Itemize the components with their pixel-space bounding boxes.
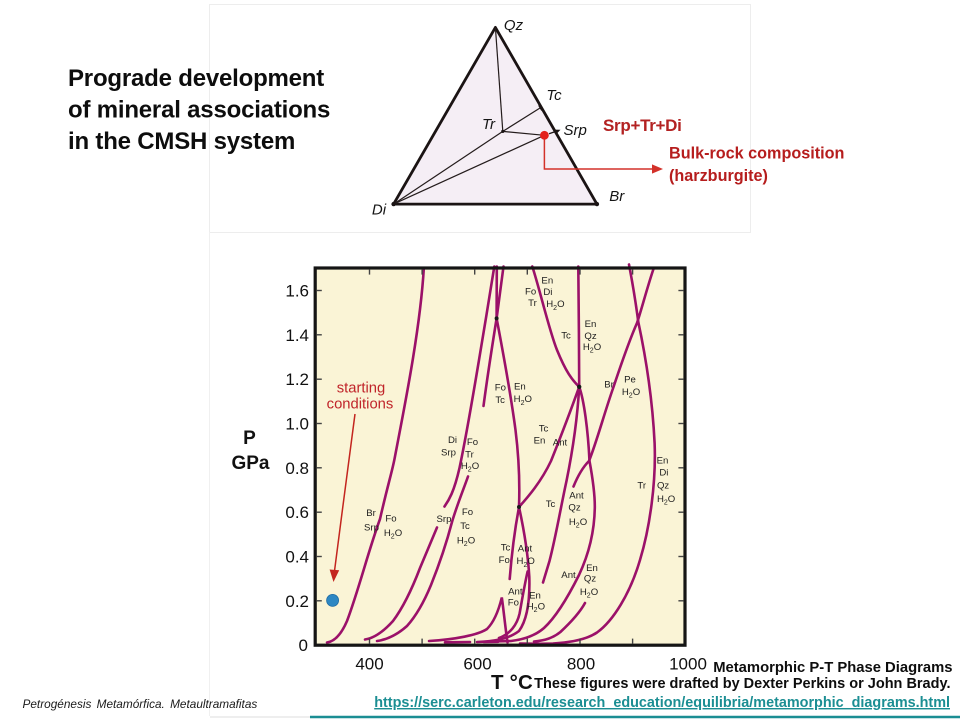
svg-text:Ant: Ant — [553, 438, 568, 449]
svg-text:Ant: Ant — [518, 544, 533, 555]
svg-text:Pe: Pe — [624, 374, 636, 385]
svg-text:https://serc.carleton.edu/rese: https://serc.carleton.edu/research_educa… — [374, 695, 950, 711]
svg-text:Tc: Tc — [539, 424, 549, 435]
svg-text:En: En — [514, 382, 526, 393]
svg-text:Tr: Tr — [465, 450, 475, 461]
svg-text:Fo: Fo — [508, 598, 519, 609]
svg-text:Di: Di — [543, 287, 552, 298]
svg-text:Metamorphic P-T Phase Diagrams: Metamorphic P-T Phase Diagrams — [713, 660, 952, 676]
svg-text:Ant: Ant — [508, 586, 523, 597]
svg-text:0.6: 0.6 — [285, 503, 309, 522]
svg-text:800: 800 — [567, 655, 595, 674]
svg-text:Petrogénesis Metamórfica. Meta: Petrogénesis Metamórfica. Metaultramafit… — [23, 697, 258, 711]
svg-text:Srp+Tr+Di: Srp+Tr+Di — [603, 116, 682, 135]
svg-text:Bulk-rock composition: Bulk-rock composition — [669, 145, 844, 163]
svg-text:Di: Di — [372, 202, 387, 219]
svg-text:H2O: H2O — [527, 601, 545, 614]
svg-text:Tc: Tc — [495, 395, 505, 406]
svg-text:H2O: H2O — [461, 461, 479, 474]
svg-text:En: En — [657, 456, 669, 467]
svg-text:Di: Di — [659, 468, 668, 479]
svg-text:GPa: GPa — [231, 453, 269, 474]
svg-text:These figures were drafted by: These figures were drafted by Dexter Per… — [534, 676, 950, 692]
svg-text:Tr: Tr — [637, 481, 647, 492]
svg-text:Tc: Tc — [460, 521, 470, 532]
svg-text:Qz: Qz — [568, 503, 580, 514]
svg-text:H2O: H2O — [546, 299, 564, 312]
svg-text:En: En — [586, 563, 598, 574]
svg-text:Ant: Ant — [561, 570, 576, 581]
svg-text:Tc: Tc — [561, 330, 571, 341]
svg-text:En: En — [529, 591, 541, 602]
svg-text:Fo: Fo — [495, 382, 506, 393]
svg-text:Tc: Tc — [546, 499, 556, 510]
svg-text:Fo: Fo — [385, 514, 396, 525]
svg-text:Ant: Ant — [569, 491, 584, 502]
svg-text:Qz: Qz — [657, 481, 669, 492]
svg-text:Qz: Qz — [584, 331, 596, 342]
svg-text:1000: 1000 — [669, 655, 707, 674]
svg-text:0: 0 — [299, 636, 308, 655]
svg-text:Srp: Srp — [364, 523, 379, 534]
svg-text:P: P — [243, 428, 256, 449]
svg-text:Fo: Fo — [499, 555, 510, 566]
svg-text:H2O: H2O — [384, 528, 402, 541]
svg-text:Srp: Srp — [441, 448, 456, 459]
svg-text:1.4: 1.4 — [285, 326, 309, 345]
svg-text:Srp: Srp — [564, 122, 587, 139]
svg-text:Br: Br — [366, 508, 376, 519]
svg-text:Prograde development: Prograde development — [68, 65, 324, 92]
svg-text:Di: Di — [448, 435, 457, 446]
svg-text:of mineral associations: of mineral associations — [68, 97, 330, 124]
svg-text:Tc: Tc — [501, 542, 511, 553]
svg-text:En: En — [534, 436, 546, 447]
svg-text:starting: starting — [337, 381, 386, 397]
svg-text:0.8: 0.8 — [285, 459, 309, 478]
svg-text:Fo: Fo — [525, 286, 536, 297]
svg-text:H2O: H2O — [583, 342, 601, 355]
svg-text:En: En — [541, 275, 553, 286]
svg-text:Tc: Tc — [546, 87, 562, 104]
svg-text:En: En — [585, 319, 597, 330]
svg-text:Srp: Srp — [437, 514, 452, 525]
svg-text:conditions: conditions — [327, 397, 394, 413]
svg-text:in the CMSH system: in the CMSH system — [68, 128, 295, 155]
svg-text:Br: Br — [609, 188, 625, 205]
svg-text:(harzburgite): (harzburgite) — [669, 167, 768, 185]
svg-text:600: 600 — [463, 655, 491, 674]
svg-text:0.2: 0.2 — [285, 592, 309, 611]
svg-text:0.4: 0.4 — [285, 548, 309, 567]
svg-text:H2O: H2O — [622, 387, 640, 400]
svg-text:H2O: H2O — [514, 394, 532, 407]
svg-text:Fo: Fo — [462, 507, 473, 518]
svg-text:Qz: Qz — [504, 17, 524, 34]
svg-text:Qz: Qz — [584, 574, 596, 585]
svg-text:1.6: 1.6 — [285, 282, 309, 301]
svg-text:Tr: Tr — [482, 116, 496, 133]
svg-text:H2O: H2O — [517, 556, 535, 569]
svg-text:H2O: H2O — [580, 587, 598, 600]
svg-text:400: 400 — [355, 655, 383, 674]
svg-text:Br: Br — [604, 380, 614, 391]
svg-text:1.2: 1.2 — [285, 370, 309, 389]
svg-text:H2O: H2O — [457, 536, 475, 549]
svg-text:1.0: 1.0 — [285, 415, 309, 434]
svg-text:Tr: Tr — [528, 298, 538, 309]
svg-text:H2O: H2O — [657, 494, 675, 507]
svg-text:T °C: T °C — [491, 671, 533, 694]
svg-text:H2O: H2O — [569, 517, 587, 530]
svg-text:Fo: Fo — [467, 437, 478, 448]
